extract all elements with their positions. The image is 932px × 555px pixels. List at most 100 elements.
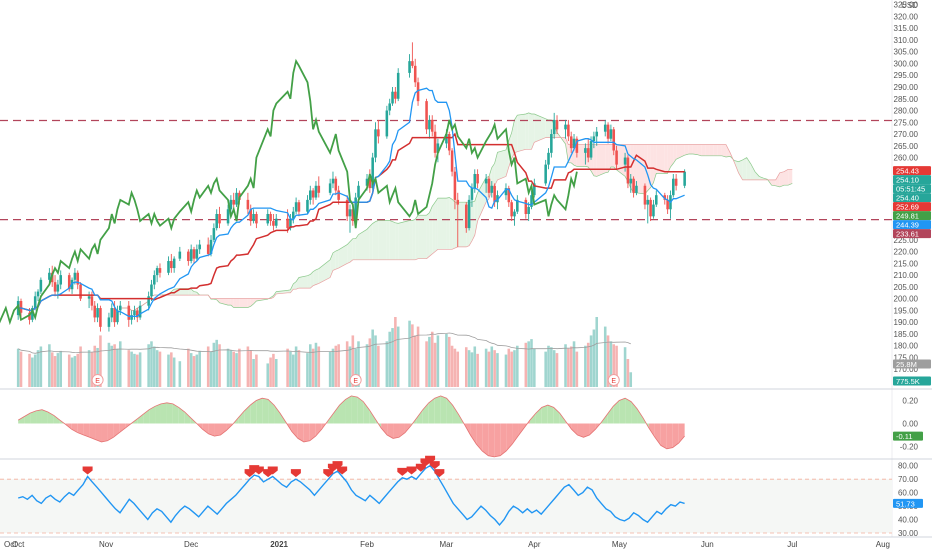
- volume-bar: [306, 353, 309, 387]
- candle: [252, 209, 255, 224]
- cloud-segment: [358, 229, 368, 260]
- cloud-segment: [721, 144, 727, 157]
- price-badge-bg: [893, 184, 931, 194]
- cloud-segment: [367, 226, 370, 260]
- candle-body: [643, 185, 647, 205]
- osc-segment: [470, 423, 477, 445]
- candle: [331, 171, 335, 189]
- rsi-tick-label: 40.00: [898, 516, 919, 525]
- osc-segment: [553, 407, 560, 424]
- candle: [504, 183, 508, 200]
- volume-bar: [490, 346, 494, 387]
- candle: [547, 148, 550, 170]
- osc-segment: [452, 405, 459, 424]
- candle-body: [453, 171, 457, 200]
- volume-bar: [589, 335, 593, 387]
- volume-bar: [609, 341, 613, 387]
- osc-segment: [268, 399, 275, 424]
- candle: [170, 253, 173, 273]
- candle: [436, 138, 440, 163]
- osc-segment: [619, 398, 626, 424]
- volume-bar: [331, 348, 335, 387]
- cloud-segment: [738, 159, 743, 180]
- candle-body: [218, 213, 221, 224]
- candle: [467, 195, 471, 231]
- volume-bar: [56, 353, 60, 387]
- price-tick-label: 210.00: [894, 271, 919, 280]
- earnings-marker-circle: [349, 374, 362, 386]
- cloud-segment: [378, 220, 387, 260]
- volume-bar: [564, 344, 567, 387]
- volume-bar: [496, 353, 499, 387]
- earnings-marker-label: E: [95, 378, 100, 385]
- volume-bar: [107, 342, 111, 387]
- candle: [96, 303, 99, 323]
- candle-body: [391, 91, 394, 104]
- cloud-segment: [313, 269, 316, 286]
- time-tick-label: Apr: [528, 540, 541, 549]
- volume-bar: [447, 336, 451, 387]
- volume-bar: [187, 348, 190, 387]
- candle-body: [368, 178, 372, 189]
- candle-body: [170, 261, 173, 269]
- volume-badge: 25.8M: [893, 359, 931, 369]
- volume-bar: [28, 353, 31, 387]
- time-tick-label: May: [612, 540, 627, 549]
- candle: [592, 131, 596, 149]
- cloud-segment: [389, 220, 393, 260]
- osc-segment: [660, 423, 667, 449]
- volume-bar: [629, 372, 633, 387]
- price-badge: 244.39: [893, 220, 931, 230]
- candle-body: [569, 136, 573, 149]
- candle: [110, 303, 114, 323]
- time-tick-label: Jul: [787, 540, 797, 549]
- volume-bar: [467, 350, 471, 387]
- osc-segment: [506, 423, 513, 452]
- osc-segment: [393, 423, 400, 439]
- osc-segment: [83, 423, 90, 438]
- osc-segment: [666, 423, 673, 449]
- volume-bar: [374, 335, 377, 387]
- price-tick-label: 225.00: [894, 236, 919, 245]
- candle: [609, 124, 613, 142]
- candle-body: [567, 124, 570, 137]
- candle-body: [683, 171, 686, 186]
- osc-segment: [238, 410, 245, 424]
- candle-body: [606, 124, 610, 139]
- candle-body: [138, 305, 142, 318]
- candle: [189, 244, 193, 264]
- cloud-segment: [310, 271, 314, 289]
- osc-tick-label: -0.20: [900, 443, 919, 452]
- cloud-segment: [750, 164, 756, 180]
- candle: [130, 310, 133, 325]
- oscillator-panel[interactable]: 0.20 0.00 -0.20 -0.11: [0, 388, 932, 458]
- leading-span-b: [120, 137, 793, 311]
- price-tick-label: 315.00: [894, 24, 919, 33]
- cloud-segment: [605, 144, 609, 173]
- osc-current-label: -0.11: [896, 432, 913, 441]
- volume-bar: [70, 357, 74, 387]
- candle: [635, 181, 638, 196]
- volume-bar: [464, 347, 468, 387]
- cloud-segment: [307, 274, 311, 289]
- candle-body: [666, 199, 669, 210]
- volume-bar: [606, 335, 610, 387]
- candle: [107, 312, 111, 332]
- cloud-segment: [352, 238, 356, 260]
- rsi-overbought-marker: [323, 469, 334, 478]
- candle: [297, 199, 301, 217]
- rsi-tick-label: 80.00: [898, 462, 919, 471]
- cloud-segment: [349, 238, 353, 263]
- volume-bar: [133, 353, 136, 387]
- cloud-segment: [318, 259, 331, 284]
- candle-body: [198, 244, 201, 250]
- price-tick-label: 220.00: [894, 248, 919, 257]
- osc-segment: [95, 423, 102, 442]
- cloud-segment: [673, 144, 677, 164]
- volume-bar: [586, 342, 590, 387]
- candle-body: [467, 199, 471, 229]
